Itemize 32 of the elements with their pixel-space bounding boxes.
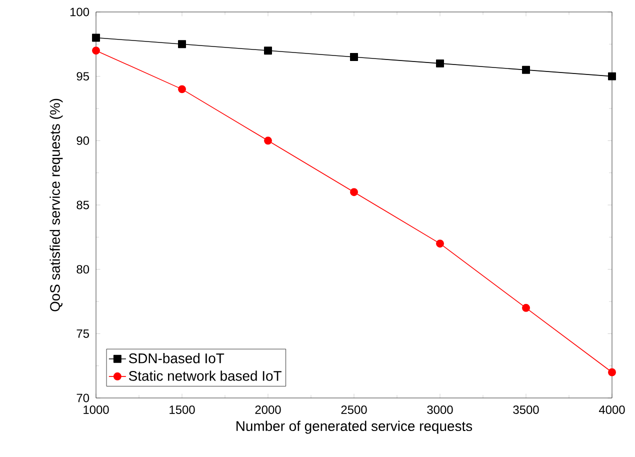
y-tick-label: 95 <box>76 72 89 81</box>
x-tick-label: 3000 <box>427 405 453 414</box>
point <box>436 59 444 68</box>
legend-label: SDN-based IoT <box>128 353 224 364</box>
x-tick-label: 2500 <box>341 405 367 414</box>
x-axis-title: Number of generated service requests <box>236 420 472 434</box>
x-tick-label: 4000 <box>598 405 625 414</box>
x-tick-label: 3500 <box>513 405 539 414</box>
point <box>178 40 186 48</box>
point <box>178 85 186 94</box>
y-axis-title: QoS satisfied service requests (%) <box>50 98 63 312</box>
point <box>608 72 616 80</box>
point <box>264 46 272 55</box>
point <box>522 304 530 312</box>
y-tick-label: 70 <box>76 394 90 402</box>
point <box>92 46 100 55</box>
point <box>92 34 100 42</box>
y-tick-label: 100 <box>70 8 90 16</box>
x-tick-label: 2000 <box>255 405 281 414</box>
y-tick-label: 75 <box>76 329 89 338</box>
y-tick-label: 80 <box>76 265 90 274</box>
legend-label: Static network based IoT <box>128 370 282 381</box>
point <box>264 136 272 145</box>
x-tick-label: 1000 <box>84 405 109 414</box>
point <box>522 66 530 74</box>
point <box>436 240 444 248</box>
y-tick-label: 85 <box>76 200 89 210</box>
y-tick-label: 90 <box>76 136 90 145</box>
point <box>350 188 358 196</box>
point <box>608 368 616 376</box>
point <box>350 53 358 62</box>
x-tick-label: 1500 <box>170 405 195 414</box>
